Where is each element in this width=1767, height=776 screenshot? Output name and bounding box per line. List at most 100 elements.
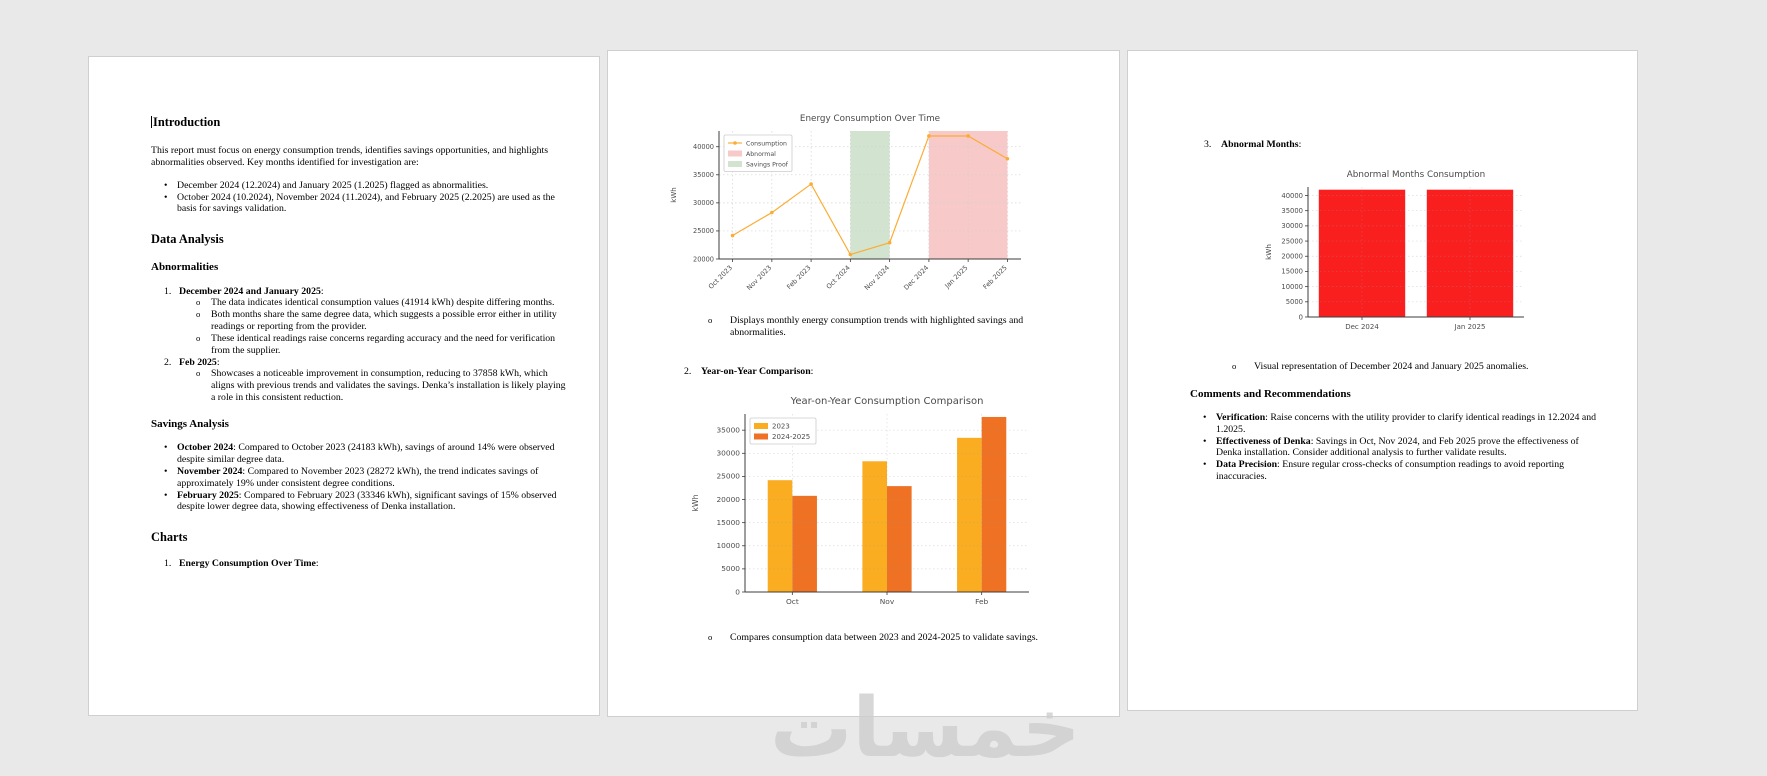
item-colon: :: [320, 285, 324, 297]
item-label: Feb 2025: [179, 356, 217, 368]
year-on-year-chart-object[interactable]: 0 5000 10000 15000 20000 25000 30000 35000 Oct No…: [687, 386, 1119, 618]
energy-over-time-chart-object[interactable]: 20000 25000 30000 35000 40000 Oct 2023 Nov 202…: [665, 105, 1119, 309]
intro-bullet-list: • December 2024 (12.2024) and January 20…: [151, 180, 569, 216]
item-colon: :: [810, 365, 814, 377]
year-on-year-chart[interactable]: 0 5000 10000 15000 20000 25000 30000 35000 Oct No…: [687, 386, 1039, 614]
item-text: : Compared to February 2023 (33346 kWh),…: [177, 489, 557, 513]
svg-text:25000: 25000: [716, 472, 740, 481]
svg-text:kWh: kWh: [1264, 244, 1273, 260]
svg-text:2024-2025: 2024-2025: [772, 434, 810, 442]
circle-marker: o: [196, 297, 201, 308]
item-text: : Raise concerns with the utility provid…: [1216, 411, 1597, 435]
item-label: November 2024: [177, 465, 243, 477]
list-text: Energy Consumption Over Time:: [179, 558, 569, 570]
chart-item-2: 2. Year-on-Year Comparison:: [684, 366, 1119, 378]
list-text: Feb 2025:: [179, 357, 569, 369]
chart-item-3: 3. Abnormal Months:: [1204, 139, 1637, 151]
circle-marker: o: [708, 632, 713, 643]
svg-text:25000: 25000: [693, 227, 714, 235]
list-text: These identical readings raise concerns …: [211, 332, 556, 356]
item-label: December 2024 and January 2025: [179, 285, 321, 297]
item-text: : Ensure regular cross-checks of consump…: [1216, 459, 1565, 483]
svg-text:Oct: Oct: [786, 597, 799, 606]
svg-text:30000: 30000: [1281, 222, 1303, 230]
svg-text:Abnormal Months Consumption: Abnormal Months Consumption: [1347, 170, 1485, 180]
svg-text:Jan 2025: Jan 2025: [943, 264, 970, 291]
svg-text:Jan 2025: Jan 2025: [1454, 323, 1486, 331]
svg-text:Nov 2024: Nov 2024: [863, 264, 891, 292]
svg-text:20000: 20000: [693, 255, 714, 263]
svg-text:40000: 40000: [1281, 192, 1303, 200]
svg-text:0: 0: [1299, 313, 1303, 321]
item-label: Data Precision: [1216, 459, 1278, 471]
svg-text:30000: 30000: [716, 449, 740, 458]
svg-text:Abnormal: Abnormal: [746, 151, 776, 158]
savings-analysis-heading: Savings Analysis: [151, 417, 229, 430]
document-page-1[interactable]: Introduction This report must focus on e…: [88, 56, 600, 716]
circle-marker: o: [1232, 360, 1237, 371]
list-text: The data indicates identical consumption…: [211, 297, 555, 309]
caption-text: Compares consumption data between 2023 a…: [730, 632, 1038, 644]
list-text: Both months share the same degree data, …: [211, 309, 557, 333]
list-text: Effectiveness of Denka: Savings in Oct, …: [1216, 436, 1604, 460]
list-item: o Both months share the same degree data…: [151, 309, 569, 333]
document-page-2[interactable]: 20000 25000 30000 35000 40000 Oct 2023 Nov 202…: [607, 50, 1120, 717]
list-item: 2. Feb 2025:: [151, 357, 569, 369]
list-text: Verification: Raise concerns with the ut…: [1216, 412, 1604, 436]
item-label: Abnormal Months: [1221, 139, 1299, 150]
svg-text:Feb 2025: Feb 2025: [982, 264, 1009, 291]
circle-marker: o: [708, 314, 713, 325]
bullet-marker: •: [164, 489, 168, 501]
svg-text:Dec 2024: Dec 2024: [902, 264, 930, 292]
item-label: October 2024: [177, 442, 234, 454]
item-colon: :: [216, 356, 220, 368]
circle-marker: o: [196, 332, 201, 343]
abnormal-months-chart[interactable]: 0 5000 10000 15000 20000 25000 30000 35000 40000…: [1260, 163, 1532, 335]
list-item: o The data indicates identical consumpti…: [151, 297, 569, 309]
svg-text:Nov 2023: Nov 2023: [745, 264, 773, 292]
intro-paragraph: This report must focus on energy consump…: [151, 145, 549, 168]
svg-text:2023: 2023: [772, 423, 790, 431]
intro-heading: Introduction: [151, 115, 569, 130]
item-label: Effectiveness of Denka: [1216, 435, 1311, 447]
item-label: Verification: [1216, 411, 1266, 423]
list-item: • November 2024: Compared to November 20…: [151, 466, 569, 490]
svg-text:20000: 20000: [716, 495, 740, 504]
list-text: February 2025: Compared to February 2023…: [177, 490, 569, 514]
list-text: Year-on-Year Comparison:: [701, 366, 813, 378]
svg-text:Energy Consumption Over Time: Energy Consumption Over Time: [800, 114, 940, 124]
list-item: • Data Precision: Ensure regular cross-c…: [1190, 459, 1637, 483]
circle-marker: o: [196, 368, 201, 379]
svg-text:20000: 20000: [1281, 252, 1303, 260]
svg-text:Dec 2024: Dec 2024: [1345, 323, 1379, 331]
svg-text:0: 0: [735, 588, 740, 597]
item-label: February 2025: [177, 489, 239, 501]
charts-heading: Charts: [151, 530, 188, 545]
svg-text:Nov: Nov: [880, 597, 895, 606]
text-cursor: [151, 116, 152, 128]
item-text: : Compared to October 2023 (24183 kWh), …: [177, 442, 555, 466]
item-label: Year-on-Year Comparison: [701, 365, 811, 377]
bullet-marker: •: [164, 442, 168, 454]
svg-text:Feb: Feb: [975, 597, 988, 606]
list-item: • Effectiveness of Denka: Savings in Oct…: [1190, 436, 1637, 460]
list-item: 1. December 2024 and January 2025:: [151, 286, 569, 298]
intro-heading-text: Introduction: [153, 115, 221, 129]
list-text: November 2024: Compared to November 2023…: [177, 466, 569, 490]
chart-1-caption: o Displays monthly energy consumption tr…: [708, 315, 1119, 339]
svg-text:Year-on-Year Consumption Compa: Year-on-Year Consumption Comparison: [790, 396, 984, 407]
chart-item-1: 1. Energy Consumption Over Time:: [151, 558, 569, 570]
svg-text:35000: 35000: [716, 426, 740, 435]
abnormal-months-chart-object[interactable]: 0 5000 10000 15000 20000 25000 30000 35000 40000…: [1260, 163, 1637, 339]
svg-text:15000: 15000: [1281, 268, 1303, 276]
energy-over-time-chart[interactable]: 20000 25000 30000 35000 40000 Oct 2023 Nov 202…: [665, 105, 1037, 305]
list-text: Data Precision: Ensure regular cross-che…: [1216, 459, 1604, 483]
list-text: December 2024 (12.2024) and January 2025…: [177, 179, 489, 191]
document-page-3[interactable]: 3. Abnormal Months: 0 5000 10000 15000 20000…: [1127, 50, 1638, 711]
svg-text:kWh: kWh: [670, 187, 678, 202]
svg-text:10000: 10000: [1281, 283, 1303, 291]
svg-text:10000: 10000: [716, 541, 740, 550]
svg-text:40000: 40000: [693, 143, 714, 151]
item-label: Energy Consumption Over Time: [179, 558, 316, 570]
